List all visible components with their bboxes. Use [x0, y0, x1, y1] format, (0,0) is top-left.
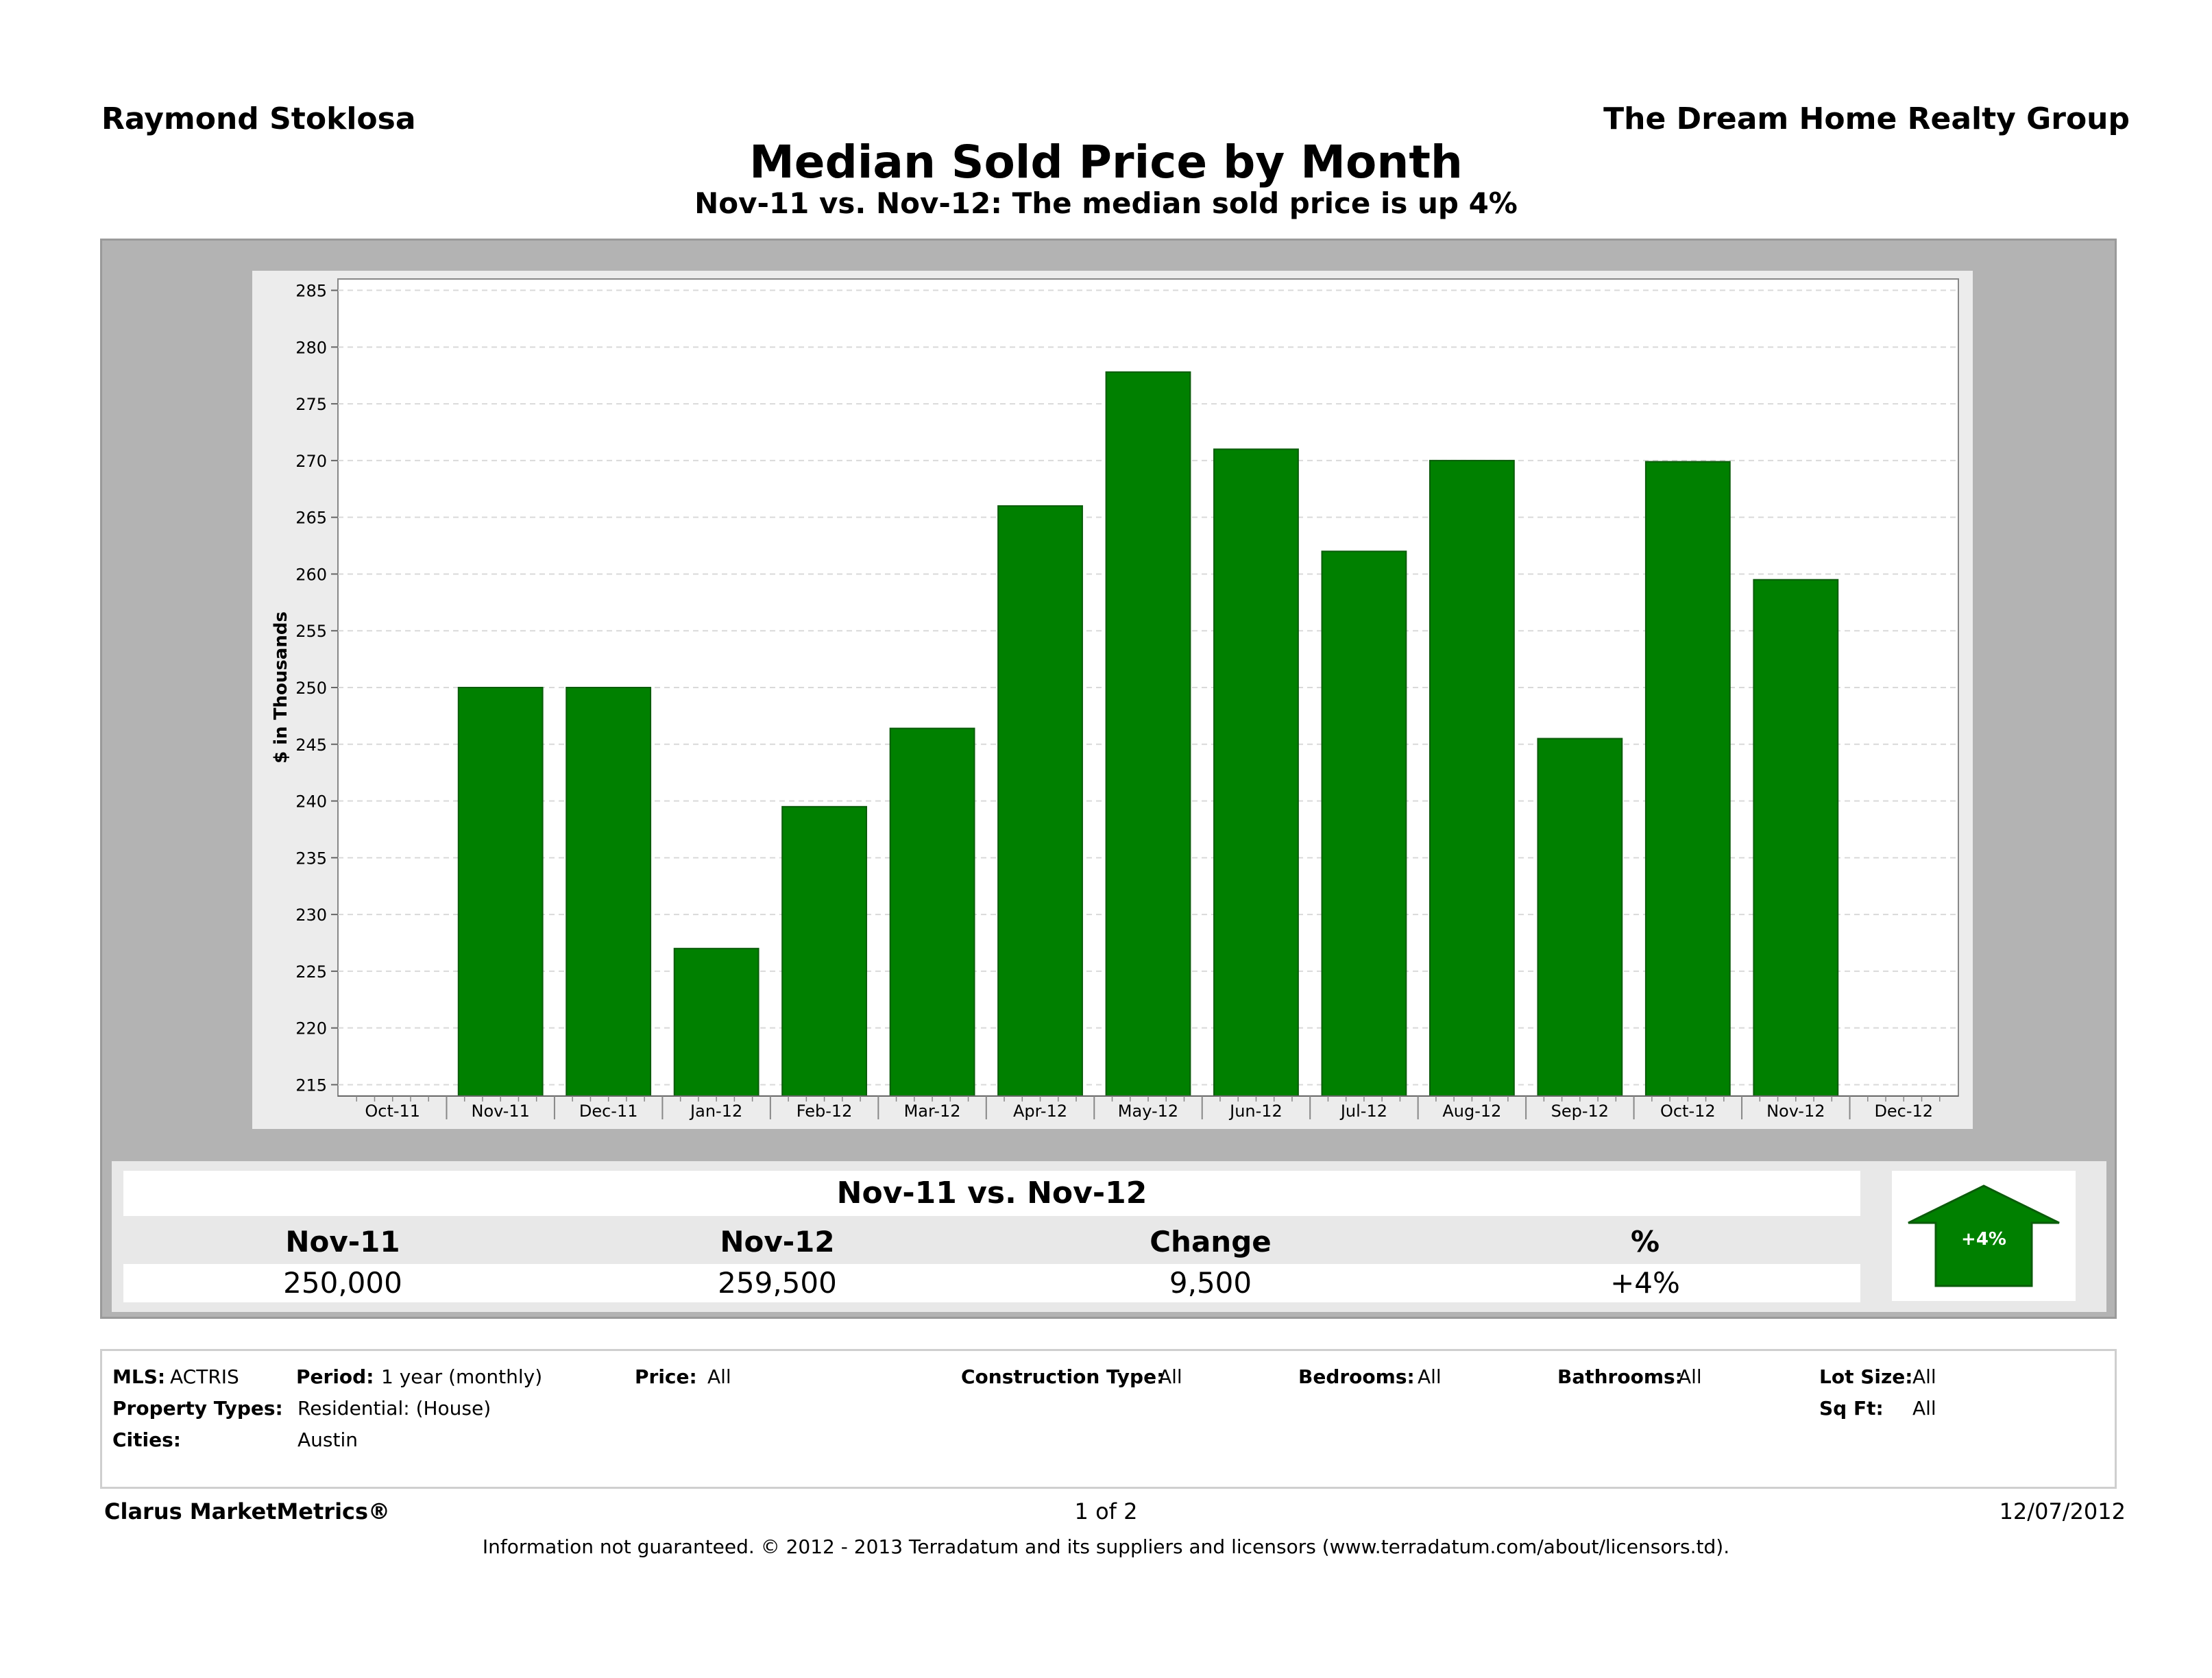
- y-tick-label: 275: [295, 395, 327, 414]
- param-bedrooms-label: Bedrooms:: [1298, 1365, 1415, 1388]
- y-tick-label: 230: [295, 905, 327, 925]
- x-tick-label: Jul-12: [1339, 1102, 1387, 1121]
- y-tick-label: 285: [295, 282, 327, 301]
- y-tick-label: 265: [295, 509, 327, 528]
- chart-subtitle: Nov-11 vs. Nov-12: The median sold price…: [694, 186, 1518, 220]
- param-construction-value: All: [1158, 1365, 1182, 1388]
- comparison-header-percent: %: [1630, 1225, 1660, 1258]
- x-tick-label: Apr-12: [1013, 1102, 1067, 1121]
- y-tick-label: 250: [295, 679, 327, 698]
- x-tick-label: Dec-12: [1874, 1102, 1933, 1121]
- comparison-value-change: 9,500: [1169, 1266, 1252, 1300]
- param-cities-value: Austin: [297, 1428, 358, 1451]
- comparison-header-end: Nov-12: [720, 1225, 835, 1258]
- comparison-title-bar: [123, 1171, 1860, 1216]
- bar-feb-12: [781, 805, 868, 1097]
- change-badge-box: +4%: [1892, 1171, 2076, 1301]
- bar-sep-12: [1537, 738, 1623, 1097]
- param-construction-label: Construction Type:: [961, 1365, 1165, 1388]
- change-badge-label: +4%: [1961, 1229, 2006, 1250]
- x-tick-label: Dec-11: [579, 1102, 638, 1121]
- y-tick-label: 235: [295, 849, 327, 868]
- param-mls-label: MLS:: [112, 1365, 166, 1388]
- y-tick-label: 270: [295, 452, 327, 471]
- y-tick-label: 245: [295, 735, 327, 755]
- param-sqft-label: Sq Ft:: [1819, 1397, 1884, 1420]
- x-tick-label: Nov-11: [471, 1102, 529, 1121]
- y-tick-label: 225: [295, 962, 327, 982]
- param-lotsize-value: All: [1912, 1365, 1936, 1388]
- param-price-label: Price:: [635, 1365, 697, 1388]
- bar-nov-11: [457, 687, 544, 1097]
- bar-aug-12: [1429, 459, 1515, 1097]
- bar-jun-12: [1213, 448, 1299, 1097]
- param-sqft-value: All: [1912, 1397, 1936, 1420]
- bar-oct-12: [1644, 461, 1731, 1097]
- search-parameters: [100, 1349, 2117, 1489]
- x-tick-label: Oct-12: [1660, 1102, 1716, 1121]
- bar-may-12: [1105, 371, 1191, 1097]
- x-tick-label: Oct-11: [365, 1102, 420, 1121]
- param-bedrooms-value: All: [1418, 1365, 1442, 1388]
- x-tick-label: Jan-12: [689, 1102, 742, 1121]
- param-bathrooms-label: Bathrooms:: [1557, 1365, 1683, 1388]
- x-tick-label: Nov-12: [1766, 1102, 1825, 1121]
- param-period-label: Period:: [296, 1365, 374, 1388]
- param-bathrooms-value: All: [1678, 1365, 1702, 1388]
- y-tick-label: 240: [295, 792, 327, 812]
- x-tick-label: Aug-12: [1442, 1102, 1501, 1121]
- x-tick-label: Mar-12: [904, 1102, 961, 1121]
- comparison-value-end: 259,500: [718, 1266, 837, 1300]
- comparison-value-start: 250,000: [283, 1266, 402, 1300]
- param-lotsize-label: Lot Size:: [1819, 1365, 1913, 1388]
- x-tick-label: Sep-12: [1551, 1102, 1609, 1121]
- footer-brand: Clarus MarketMetrics®: [104, 1498, 391, 1524]
- bar-apr-12: [997, 505, 1083, 1097]
- comparison-header-start: Nov-11: [285, 1225, 400, 1258]
- comparison-value-percent: +4%: [1610, 1266, 1680, 1300]
- param-property-types-label: Property Types:: [112, 1397, 283, 1420]
- bar-dec-11: [566, 687, 652, 1097]
- param-cities-label: Cities:: [112, 1428, 181, 1451]
- bar-chart: 215 220 225 230 235 240 245 250 255 260 265 270 275 2…: [271, 278, 1959, 1121]
- company-name: The Dream Home Realty Group: [1603, 101, 2130, 136]
- bar-jul-12: [1321, 550, 1407, 1097]
- x-tick-label: Feb-12: [797, 1102, 853, 1121]
- x-tick-label: Jun-12: [1228, 1102, 1283, 1121]
- report-date: 12/07/2012: [1999, 1498, 2126, 1524]
- comparison-header-change: Change: [1150, 1225, 1272, 1258]
- y-axis-label: $ in Thousands: [271, 611, 291, 764]
- comparison-values-bar: [123, 1264, 1860, 1302]
- page-number: 1 of 2: [1074, 1498, 1138, 1524]
- bar-mar-12: [889, 727, 975, 1097]
- bar-nov-12: [1753, 579, 1839, 1097]
- chart-title: Median Sold Price by Month: [749, 136, 1463, 189]
- param-period-value: 1 year (monthly): [381, 1365, 543, 1388]
- y-tick-label: 255: [295, 622, 327, 641]
- param-mls-value: ACTRIS: [170, 1365, 239, 1388]
- y-tick-label: 220: [295, 1019, 327, 1038]
- disclaimer: Information not guaranteed. © 2012 - 201…: [482, 1535, 1730, 1558]
- up-arrow-icon: +4%: [1908, 1184, 2060, 1287]
- y-tick-label: 260: [295, 565, 327, 584]
- param-price-value: All: [707, 1365, 731, 1388]
- agent-name: Raymond Stoklosa: [101, 101, 416, 136]
- x-tick-label: May-12: [1118, 1102, 1178, 1121]
- y-tick-label: 280: [295, 338, 327, 357]
- comparison-title: Nov-11 vs. Nov-12: [836, 1176, 1147, 1211]
- param-property-types-value: Residential: (House): [297, 1397, 491, 1420]
- bar-jan-12: [673, 947, 759, 1097]
- y-tick-label: 215: [295, 1075, 327, 1095]
